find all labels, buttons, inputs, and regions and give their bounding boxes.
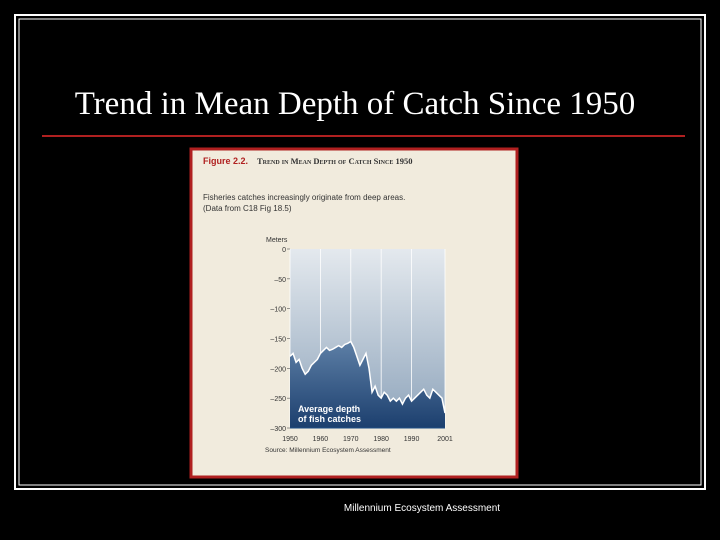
y-tick-label: –50	[274, 277, 286, 284]
frame	[14, 14, 706, 490]
frame-inner	[18, 18, 702, 486]
x-tick-label: 1950	[282, 436, 298, 443]
slide-title: Trend in Mean Depth of Catch Since 1950	[75, 86, 636, 122]
y-tick-label: –300	[270, 426, 286, 433]
line	[289, 340, 446, 414]
footer: Millennium Ecosystem Assessment	[344, 503, 500, 514]
y-tick-label: –200	[270, 366, 286, 373]
y-axis-label: Meters	[266, 237, 288, 244]
y-tick-label: –150	[270, 337, 286, 344]
y-tick-label: –100	[270, 307, 286, 314]
x-tick-label: 1960	[313, 436, 329, 443]
annotation: Average depth	[298, 404, 360, 414]
x-tick-label: 1970	[343, 436, 359, 443]
source: Source: Millennium Ecosystem Assessment	[265, 447, 391, 454]
y-tick-label: –250	[270, 396, 286, 403]
subtitle: Fisheries catches increasingly originate…	[203, 193, 405, 202]
x-tick-label: 1980	[373, 436, 389, 443]
x-tick-label: 2001	[437, 436, 453, 443]
y-tick-label: 0	[282, 247, 286, 254]
area	[290, 341, 445, 428]
x-tick-label: 1990	[404, 436, 420, 443]
figure-label: Figure 2.2.	[203, 156, 248, 166]
subtitle: (Data from C18 Fig 18.5)	[203, 204, 292, 213]
figure-title: Trend in Mean Depth of Catch Since 1950	[257, 156, 412, 166]
annotation: of fish catches	[298, 414, 361, 424]
